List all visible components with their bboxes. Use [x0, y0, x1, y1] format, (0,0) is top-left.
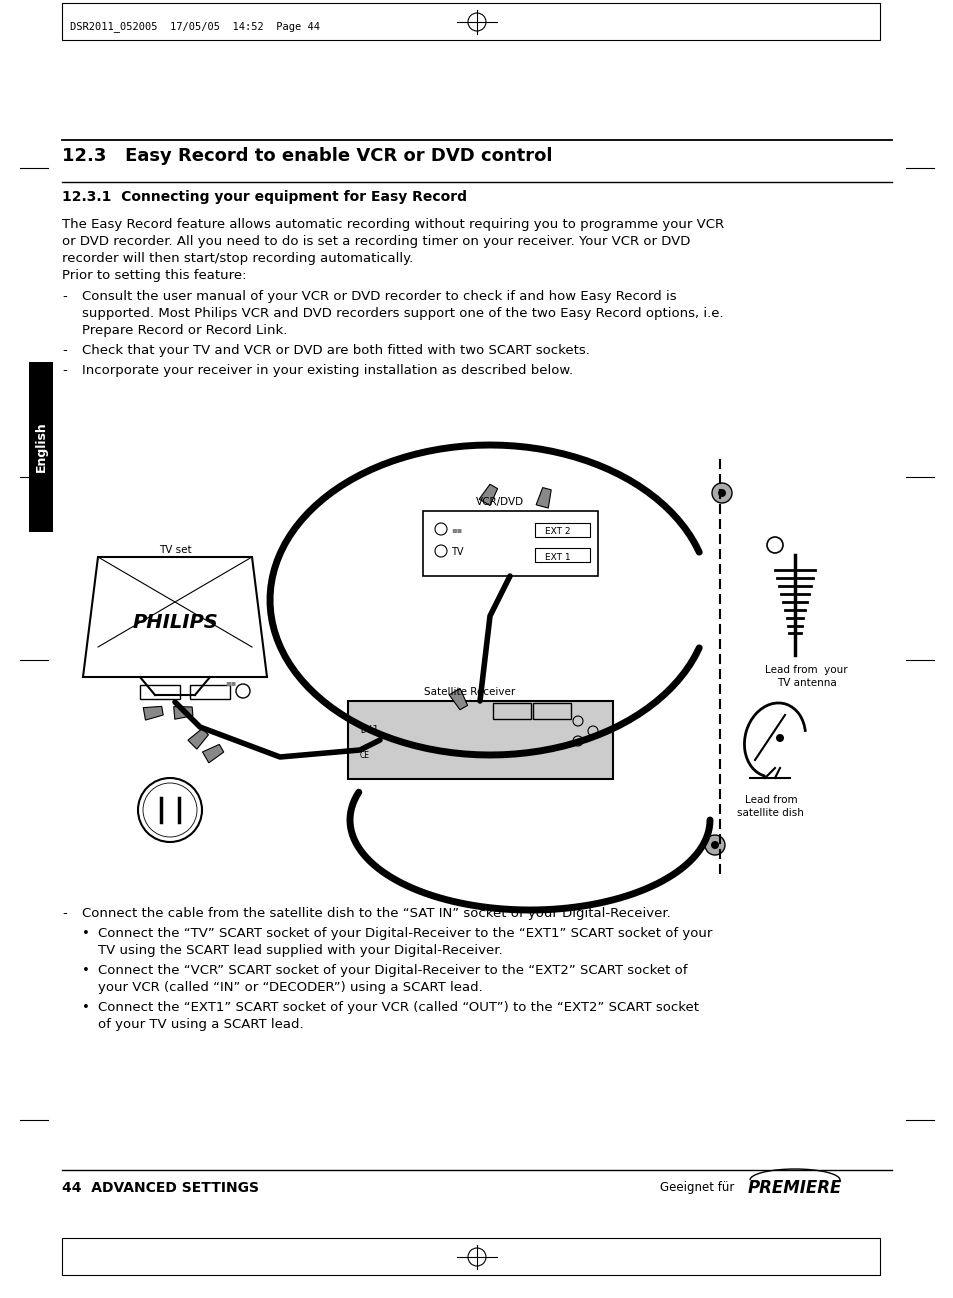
- Text: English: English: [34, 422, 48, 472]
- Polygon shape: [173, 706, 193, 719]
- Text: your VCR (called “IN” or “DECODER”) using a SCART lead.: your VCR (called “IN” or “DECODER”) usin…: [98, 981, 482, 994]
- Text: TV antenna: TV antenna: [776, 678, 836, 688]
- Text: Prior to setting this feature:: Prior to setting this feature:: [62, 269, 246, 282]
- Text: 12.3   Easy Record to enable VCR or DVD control: 12.3 Easy Record to enable VCR or DVD co…: [62, 147, 552, 165]
- Text: PHILIPS: PHILIPS: [132, 613, 217, 632]
- Bar: [190, 685, 230, 700]
- Text: The Easy Record feature allows automatic recording without requiring you to prog: The Easy Record feature allows automatic…: [62, 218, 723, 231]
- Bar: [29, 362, 53, 532]
- Text: TV: TV: [451, 546, 463, 557]
- Polygon shape: [478, 484, 497, 505]
- Text: CE: CE: [359, 750, 370, 759]
- Text: DSR2011_052005  17/05/05  14:52  Page 44: DSR2011_052005 17/05/05 14:52 Page 44: [70, 22, 319, 32]
- Bar: [140, 685, 180, 700]
- Text: ▪▪: ▪▪: [451, 524, 462, 533]
- Text: VCR/DVD: VCR/DVD: [476, 497, 523, 508]
- Text: Incorporate your receiver in your existing installation as described below.: Incorporate your receiver in your existi…: [82, 363, 573, 376]
- Text: Connect the “EXT1” SCART socket of your VCR (called “OUT”) to the “EXT2” SCART s: Connect the “EXT1” SCART socket of your …: [98, 1001, 699, 1014]
- Text: recorder will then start/stop recording automatically.: recorder will then start/stop recording …: [62, 252, 413, 265]
- Bar: [535, 548, 589, 562]
- Polygon shape: [202, 744, 224, 763]
- Text: PREMIERE: PREMIERE: [747, 1179, 841, 1197]
- Text: •: •: [82, 1001, 90, 1014]
- Text: satellite dish: satellite dish: [737, 807, 803, 818]
- Text: ▪▪: ▪▪: [225, 678, 236, 687]
- Text: Prepare Record or Record Link.: Prepare Record or Record Link.: [82, 324, 287, 337]
- Text: Connect the “VCR” SCART socket of your Digital-Receiver to the “EXT2” SCART sock: Connect the “VCR” SCART socket of your D…: [98, 964, 687, 977]
- Text: Lead from: Lead from: [744, 794, 797, 805]
- Circle shape: [711, 483, 731, 504]
- Text: Check that your TV and VCR or DVD are both fitted with two SCART sockets.: Check that your TV and VCR or DVD are bo…: [82, 344, 589, 357]
- Polygon shape: [188, 728, 209, 749]
- Text: Geeignet für: Geeignet für: [659, 1181, 734, 1194]
- Text: -: -: [62, 289, 67, 302]
- Circle shape: [710, 841, 719, 849]
- Circle shape: [704, 835, 724, 855]
- Text: Satellite Receiver: Satellite Receiver: [424, 687, 515, 697]
- Text: Consult the user manual of your VCR or DVD recorder to check if and how Easy Rec: Consult the user manual of your VCR or D…: [82, 289, 676, 302]
- Text: EXT 1: EXT 1: [544, 553, 570, 562]
- Polygon shape: [536, 488, 551, 508]
- Circle shape: [718, 489, 725, 497]
- Text: -: -: [62, 907, 67, 920]
- Text: Connect the “TV” SCART socket of your Digital-Receiver to the “EXT1” SCART socke: Connect the “TV” SCART socket of your Di…: [98, 927, 712, 940]
- Text: 12.3.1  Connecting your equipment for Easy Record: 12.3.1 Connecting your equipment for Eas…: [62, 190, 467, 204]
- Bar: [422, 511, 598, 576]
- Bar: [348, 701, 613, 779]
- Text: Lead from  your: Lead from your: [764, 665, 846, 675]
- Text: -: -: [62, 363, 67, 376]
- Text: or DVD recorder. All you need to do is set a recording timer on your receiver. Y: or DVD recorder. All you need to do is s…: [62, 235, 690, 248]
- Text: Connect the cable from the satellite dish to the “SAT IN” socket of your Digital: Connect the cable from the satellite dis…: [82, 907, 670, 920]
- Polygon shape: [449, 688, 467, 710]
- Text: of your TV using a SCART lead.: of your TV using a SCART lead.: [98, 1018, 303, 1031]
- Bar: [493, 704, 531, 719]
- Text: EXT 2: EXT 2: [544, 527, 570, 536]
- Bar: [533, 704, 571, 719]
- Text: •: •: [82, 964, 90, 977]
- Polygon shape: [143, 706, 163, 720]
- Text: -: -: [62, 344, 67, 357]
- Text: •: •: [82, 927, 90, 940]
- Text: TV set: TV set: [158, 545, 192, 556]
- Text: DVJ: DVJ: [359, 726, 377, 735]
- Text: TV using the SCART lead supplied with your Digital-Receiver.: TV using the SCART lead supplied with yo…: [98, 944, 502, 957]
- Text: supported. Most Philips VCR and DVD recorders support one of the two Easy Record: supported. Most Philips VCR and DVD reco…: [82, 308, 723, 321]
- Text: 44  ADVANCED SETTINGS: 44 ADVANCED SETTINGS: [62, 1181, 258, 1195]
- Bar: [535, 523, 589, 537]
- Circle shape: [775, 733, 783, 742]
